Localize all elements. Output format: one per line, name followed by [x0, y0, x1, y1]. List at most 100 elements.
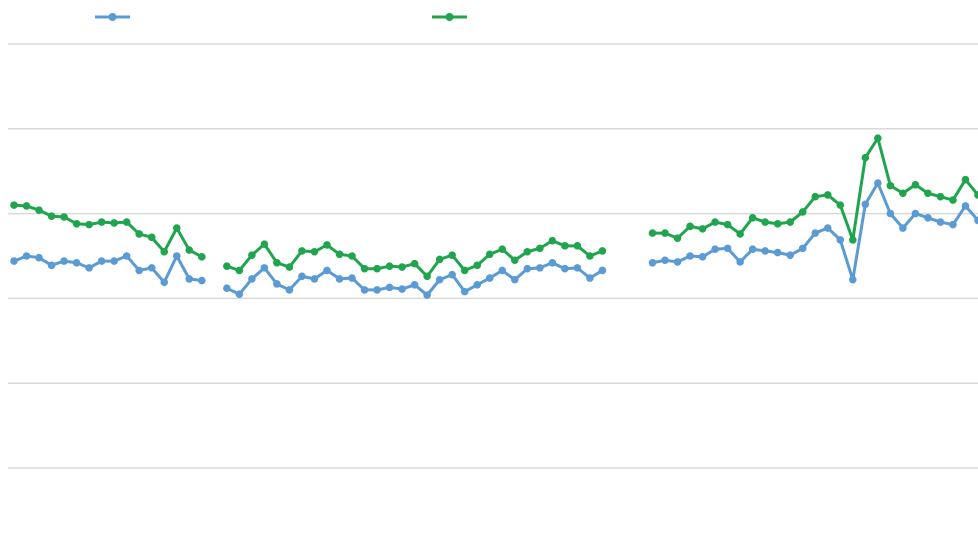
point [548, 236, 557, 245]
point [335, 275, 344, 283]
point [423, 291, 431, 299]
point [949, 220, 957, 229]
point [711, 218, 719, 226]
point [961, 202, 970, 210]
point [536, 264, 544, 272]
point [385, 262, 394, 270]
point [373, 264, 381, 273]
point [273, 258, 281, 267]
point [811, 229, 820, 237]
point [924, 189, 932, 198]
point [60, 257, 68, 265]
point [736, 258, 744, 266]
point [460, 266, 469, 275]
point [548, 258, 557, 267]
point [811, 192, 820, 201]
point [723, 220, 732, 229]
point [698, 253, 707, 261]
point [949, 196, 957, 204]
point [135, 266, 143, 275]
point [110, 219, 118, 227]
point [661, 229, 669, 237]
point [260, 264, 269, 272]
point [523, 247, 532, 256]
point [223, 284, 231, 293]
point [448, 270, 456, 279]
point [686, 252, 694, 260]
point [786, 218, 795, 226]
point [298, 272, 306, 281]
point [561, 264, 569, 273]
point [698, 225, 707, 233]
point [323, 266, 331, 275]
point [736, 230, 744, 238]
point [573, 242, 582, 250]
point [911, 209, 920, 218]
point [85, 264, 93, 272]
point [498, 245, 507, 254]
point [147, 233, 156, 242]
point [798, 208, 807, 216]
point [310, 275, 319, 283]
point [298, 247, 306, 255]
point [598, 266, 607, 275]
point [235, 290, 244, 298]
point [473, 261, 482, 270]
point [711, 245, 719, 254]
point [911, 180, 920, 189]
point [248, 251, 256, 259]
legend-marker-dot [108, 13, 117, 21]
point [197, 276, 206, 285]
point [936, 218, 945, 226]
point [147, 264, 156, 272]
point [448, 251, 456, 259]
point [135, 230, 143, 238]
point [861, 153, 870, 162]
point [223, 262, 231, 270]
point [798, 244, 807, 253]
point [899, 224, 907, 232]
point [510, 256, 519, 265]
point [22, 252, 31, 260]
point [435, 275, 444, 284]
point [122, 252, 131, 260]
point [385, 283, 394, 292]
point [561, 242, 569, 250]
legend-marker-dot [445, 13, 454, 21]
point [773, 219, 782, 228]
point [97, 218, 106, 226]
point [310, 247, 319, 256]
point [122, 218, 131, 226]
point [849, 236, 857, 244]
point [72, 258, 81, 267]
point [886, 181, 895, 190]
point [886, 209, 895, 218]
point [748, 214, 757, 222]
point [110, 257, 118, 265]
point [598, 247, 607, 255]
point [673, 234, 682, 242]
point [60, 213, 68, 221]
point [335, 250, 344, 259]
point [360, 286, 369, 294]
point [197, 253, 206, 261]
point [398, 263, 406, 271]
point [849, 275, 857, 284]
point [510, 275, 519, 284]
point [748, 245, 757, 254]
point [836, 201, 845, 209]
point [185, 275, 194, 283]
point [786, 251, 795, 259]
point [823, 224, 832, 232]
point [498, 266, 507, 275]
point [22, 202, 31, 210]
point [673, 258, 682, 266]
point [85, 220, 93, 229]
point [35, 206, 43, 215]
point [648, 258, 657, 267]
point [323, 241, 331, 249]
point [172, 252, 181, 260]
point [473, 281, 482, 289]
point [185, 246, 194, 254]
